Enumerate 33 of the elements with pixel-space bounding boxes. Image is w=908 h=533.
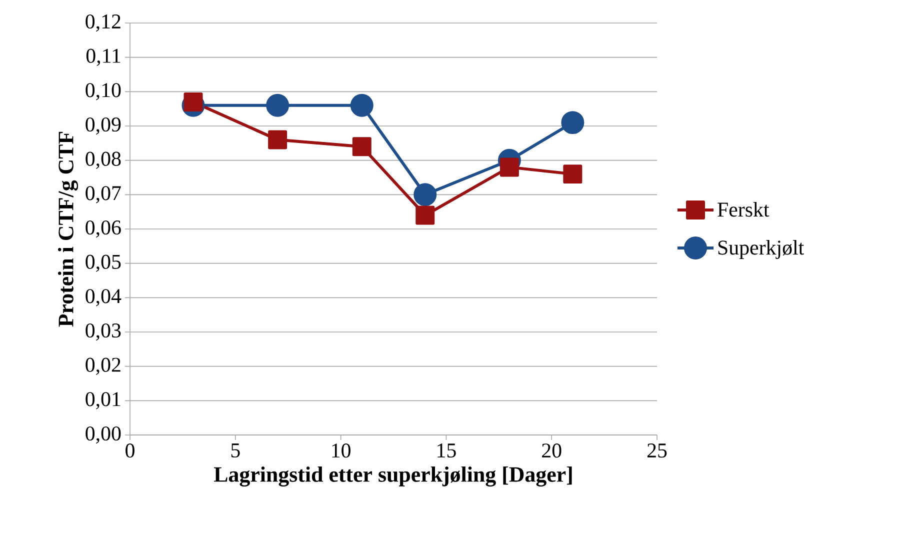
point xyxy=(414,183,437,206)
point xyxy=(563,164,582,184)
x-tick-label: 0 xyxy=(126,444,134,458)
legend-label: Superkjølt xyxy=(718,240,804,259)
point xyxy=(350,94,374,117)
y-tick-label: 0,05 xyxy=(86,254,121,272)
y-tick-label: 0,02 xyxy=(86,358,120,375)
point xyxy=(416,206,435,225)
y-tick-label: 0,00 xyxy=(86,426,121,444)
y-tick-label: 0,07 xyxy=(86,186,121,204)
point xyxy=(561,111,584,134)
y-tick-label: 0,06 xyxy=(86,220,121,238)
x-tick-label: 10 xyxy=(332,444,350,458)
x-tick-label: 25 xyxy=(647,444,667,458)
point xyxy=(268,130,288,150)
x-tick-label: 15 xyxy=(438,444,456,458)
x-axis-title: Lagringstid etter superkjøling [Dager] xyxy=(214,466,572,487)
y-axis-title: Protein i CTF/g CTF xyxy=(58,132,78,327)
y-tick-label: 0,10 xyxy=(86,83,121,100)
point xyxy=(500,158,519,177)
y-tick-label: 0,03 xyxy=(86,323,121,341)
x-tick-label: 5 xyxy=(231,444,240,458)
legend-label: Ferskt xyxy=(718,202,770,217)
x-tick-label: 20 xyxy=(542,444,562,458)
y-tick-label: 0,12 xyxy=(86,14,120,32)
y-tick-label: 0,08 xyxy=(86,152,121,169)
y-tick-label: 0,09 xyxy=(86,117,121,135)
y-tick-label: 0,01 xyxy=(86,392,120,410)
point xyxy=(352,137,372,156)
point xyxy=(266,94,290,117)
y-tick-label: 0,11 xyxy=(86,48,120,66)
point xyxy=(184,92,203,112)
y-tick-label: 0,04 xyxy=(86,289,122,306)
